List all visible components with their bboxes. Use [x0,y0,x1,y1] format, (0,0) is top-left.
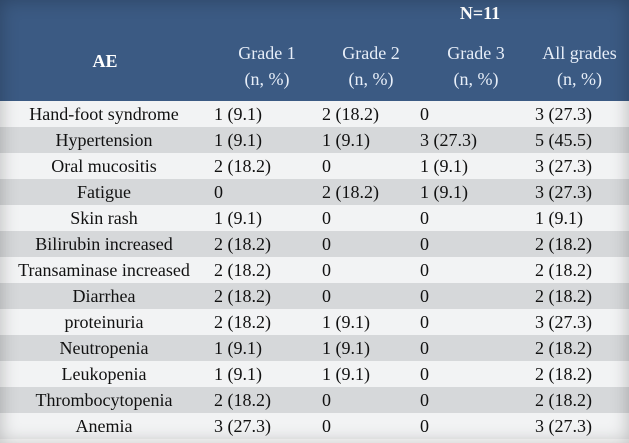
grade-3-cell: 1 (9.1) [420,156,468,176]
ae-name-cell: Oral mucositis [51,156,157,176]
ae-name-cell: Fatigue [77,182,131,202]
grade-1-cell: 2 (18.2) [214,286,271,306]
table-row: Leukopenia 1 (9.1) 1 (9.1) 0 2 (18.2) [0,361,629,387]
all-grades-cell: 3 (27.3) [535,156,592,176]
grade-2-cell: 0 [322,260,331,280]
ae-name-cell: Hand-foot syndrome [29,104,179,124]
grade-1-cell: 1 (9.1) [214,364,262,384]
grade-2-cell: 2 (18.2) [322,182,379,202]
table-body: Hand-foot syndrome 1 (9.1) 2 (18.2) 0 3 … [0,101,629,439]
grade-1-cell: 1 (9.1) [214,130,262,150]
grade-1-header-title: Grade 1 [238,43,296,63]
grade-3-cell: 0 [420,390,429,410]
all-grades-cell: 3 (27.3) [535,182,592,202]
grade-1-cell: 1 (9.1) [214,104,262,124]
all-grades-cell: 2 (18.2) [535,390,592,410]
grade-3-cell: 0 [420,208,429,228]
table-row: Hand-foot syndrome 1 (9.1) 2 (18.2) 0 3 … [0,101,629,127]
grade-1-cell: 0 [214,182,223,202]
all-grades-header: All grades (n, %) [530,40,629,92]
ae-name-cell: Bilirubin increased [35,234,173,254]
all-grades-cell: 2 (18.2) [535,338,592,358]
ae-name-cell: Anemia [75,416,133,436]
table-row: Diarrhea 2 (18.2) 0 0 2 (18.2) [0,283,629,309]
grade-1-cell: 2 (18.2) [214,390,271,410]
grade-2-header-unit: (n, %) [348,69,394,89]
grade-2-header: Grade 2 (n, %) [322,40,420,92]
grade-2-cell: 0 [322,156,331,176]
all-grades-cell: 2 (18.2) [535,260,592,280]
all-grades-cell: 3 (27.3) [535,416,592,436]
grade-1-header: Grade 1 (n, %) [214,40,320,92]
table-row: Transaminase increased 2 (18.2) 0 0 2 (1… [0,257,629,283]
grade-1-cell: 2 (18.2) [214,312,271,332]
grade-3-cell: 3 (27.3) [420,130,477,150]
table-row: Neutropenia 1 (9.1) 1 (9.1) 0 2 (18.2) [0,335,629,361]
grade-2-cell: 0 [322,416,331,436]
table-row: Fatigue 0 2 (18.2) 1 (9.1) 3 (27.3) [0,179,629,205]
grade-3-cell: 0 [420,416,429,436]
grade-3-header: Grade 3 (n, %) [420,40,532,92]
table-header: N=11 AE Grade 1 (n, %) Grade 2 (n, %) Gr… [0,0,629,101]
grade-3-cell: 0 [420,234,429,254]
ae-column-header: AE [92,51,118,71]
all-grades-cell: 3 (27.3) [535,312,592,332]
ae-name-cell: Thrombocytopenia [35,390,173,410]
ae-name-cell: proteinuria [64,312,144,332]
grade-3-cell: 0 [420,104,429,124]
grade-3-cell: 0 [420,260,429,280]
table-row: Oral mucositis 2 (18.2) 0 1 (9.1) 3 (27.… [0,153,629,179]
ae-name-cell: Transaminase increased [18,260,190,280]
all-grades-cell: 2 (18.2) [535,286,592,306]
grade-2-cell: 0 [322,208,331,228]
table-row: Skin rash 1 (9.1) 0 0 1 (9.1) [0,205,629,231]
grade-2-header-title: Grade 2 [342,43,400,63]
table-row: Thrombocytopenia 2 (18.2) 0 0 2 (18.2) [0,387,629,413]
table-row: Hypertension 1 (9.1) 1 (9.1) 3 (27.3) 5 … [0,127,629,153]
ae-name-cell: Diarrhea [72,286,136,306]
ae-name-cell: Hypertension [55,130,153,150]
grade-1-cell: 1 (9.1) [214,338,262,358]
grade-1-cell: 2 (18.2) [214,234,271,254]
ae-name-cell: Neutropenia [59,338,149,358]
grade-1-cell: 1 (9.1) [214,208,262,228]
ae-name-cell: Skin rash [70,208,138,228]
grade-2-cell: 2 (18.2) [322,104,379,124]
all-grades-cell: 2 (18.2) [535,234,592,254]
all-grades-cell: 1 (9.1) [535,208,583,228]
grade-3-header-unit: (n, %) [453,69,499,89]
grade-1-cell: 3 (27.3) [214,416,271,436]
grade-2-cell: 0 [322,234,331,254]
grade-3-cell: 1 (9.1) [420,182,468,202]
table-row: Bilirubin increased 2 (18.2) 0 0 2 (18.2… [0,231,629,257]
grade-2-cell: 0 [322,390,331,410]
grade-3-header-title: Grade 3 [447,43,505,63]
grade-3-cell: 0 [420,312,429,332]
all-grades-header-title: All grades [542,43,617,63]
all-grades-cell: 5 (45.5) [535,130,592,150]
grade-1-header-unit: (n, %) [244,69,290,89]
grade-2-cell: 1 (9.1) [322,364,370,384]
table-row: Anemia 3 (27.3) 0 0 3 (27.3) [0,413,629,439]
grade-3-cell: 0 [420,286,429,306]
all-grades-header-unit: (n, %) [557,69,602,89]
grade-2-cell: 1 (9.1) [322,312,370,332]
grade-2-cell: 1 (9.1) [322,130,370,150]
all-grades-cell: 3 (27.3) [535,104,592,124]
sample-size-label: N=11 [459,3,501,23]
grade-1-cell: 2 (18.2) [214,260,271,280]
ae-name-cell: Leukopenia [61,364,147,384]
grade-1-cell: 2 (18.2) [214,156,271,176]
grade-3-cell: 0 [420,364,429,384]
grade-2-cell: 0 [322,286,331,306]
table-row: proteinuria 2 (18.2) 1 (9.1) 0 3 (27.3) [0,309,629,335]
grade-2-cell: 1 (9.1) [322,338,370,358]
all-grades-cell: 2 (18.2) [535,364,592,384]
grade-3-cell: 0 [420,338,429,358]
